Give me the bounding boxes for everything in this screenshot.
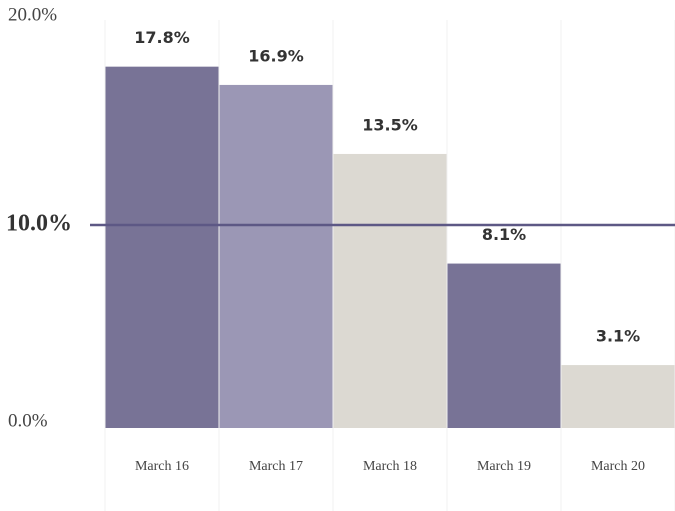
value-label: 13.5%: [362, 115, 418, 134]
reference-label: 10.0%: [6, 211, 72, 237]
bar: [447, 263, 561, 428]
value-label: 3.1%: [596, 327, 640, 346]
y-tick-label: 20.0%: [8, 4, 57, 25]
bar: [561, 365, 675, 428]
value-label: 17.8%: [134, 28, 190, 47]
x-tick-label: March 20: [591, 459, 645, 474]
x-tick-label: March 16: [135, 459, 189, 474]
y-tick-label: 0.0%: [8, 410, 48, 431]
bar: [219, 84, 333, 429]
x-tick-label: March 17: [249, 459, 303, 474]
bar: [333, 153, 447, 428]
bar: [105, 66, 219, 428]
value-label: 8.1%: [482, 225, 526, 244]
x-tick-label: March 19: [477, 459, 531, 474]
x-tick-label: March 18: [363, 459, 417, 474]
value-label: 16.9%: [248, 46, 304, 65]
